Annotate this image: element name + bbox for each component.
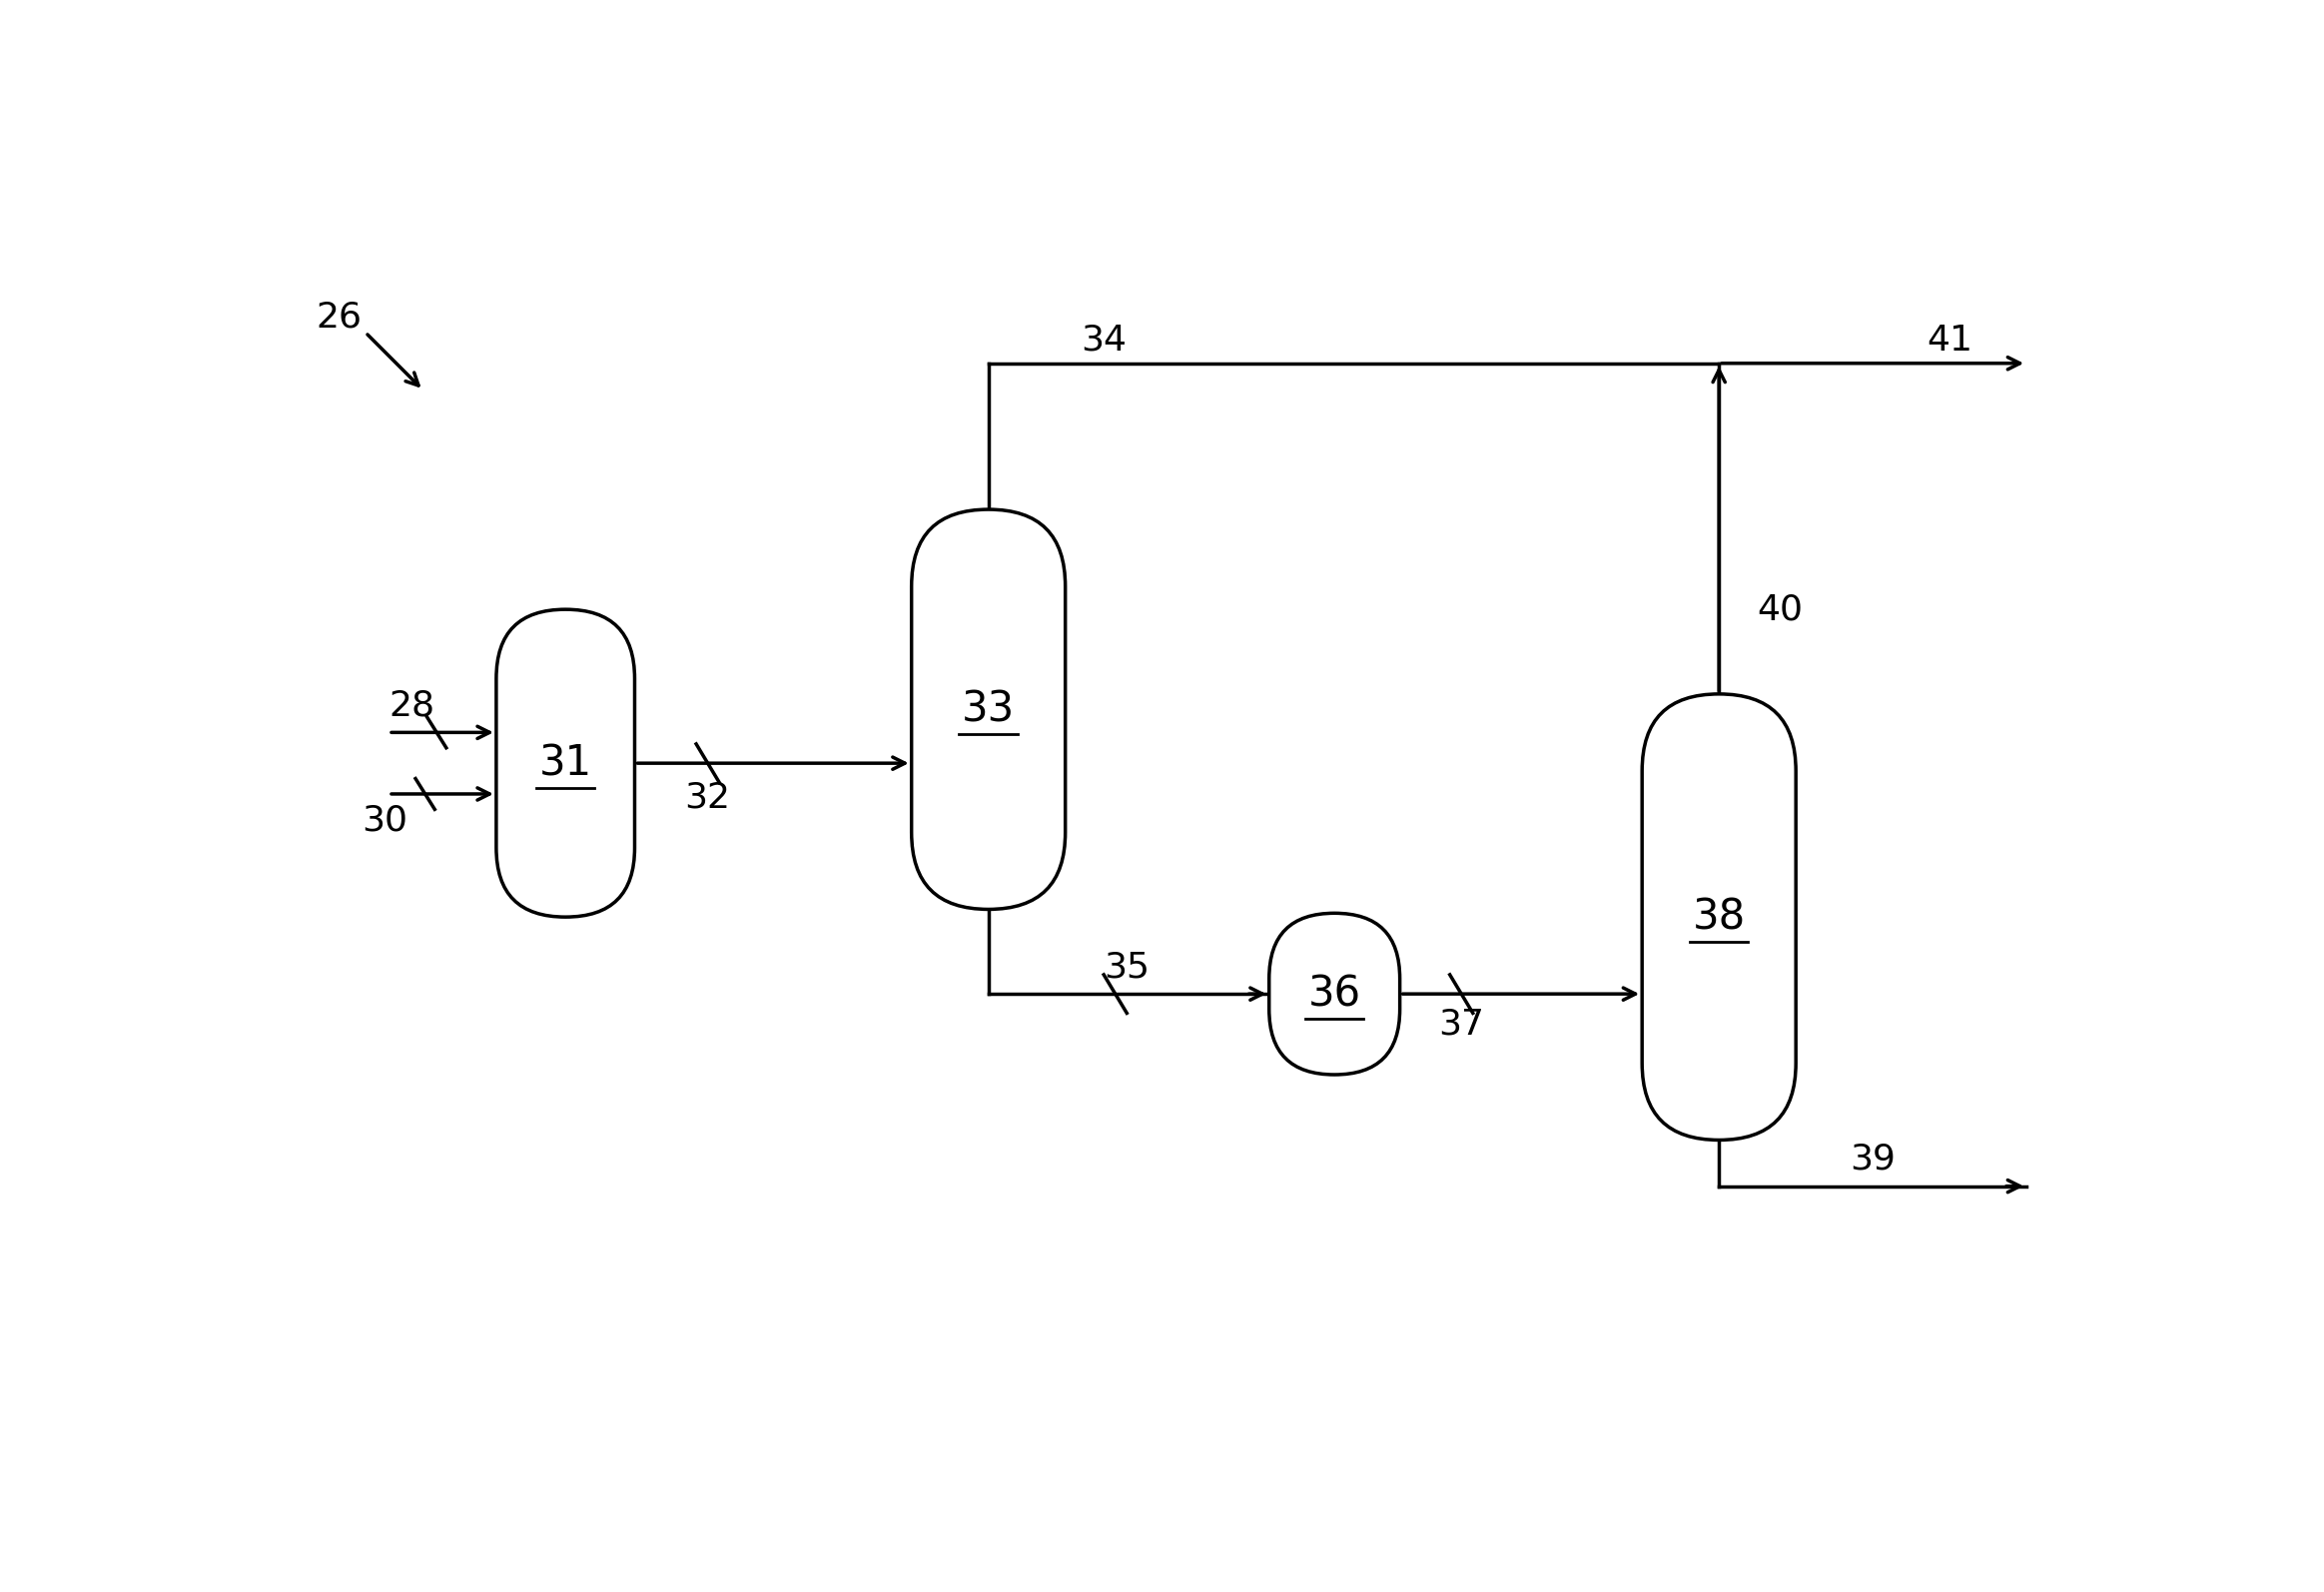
FancyBboxPatch shape — [911, 509, 1064, 909]
Text: 35: 35 — [1104, 950, 1150, 984]
Text: 28: 28 — [388, 689, 435, 723]
Text: 34: 34 — [1081, 323, 1127, 357]
Text: 32: 32 — [686, 780, 730, 815]
Text: 30: 30 — [363, 804, 407, 837]
Text: 38: 38 — [1692, 896, 1745, 938]
Text: 40: 40 — [1757, 592, 1803, 626]
Text: 41: 41 — [1927, 323, 1973, 357]
Text: 26: 26 — [316, 301, 363, 334]
FancyBboxPatch shape — [1643, 694, 1796, 1140]
FancyBboxPatch shape — [497, 610, 634, 917]
Text: 37: 37 — [1439, 1008, 1485, 1041]
Text: 31: 31 — [539, 742, 593, 785]
Text: 36: 36 — [1308, 973, 1362, 1014]
Text: 39: 39 — [1850, 1143, 1896, 1176]
FancyBboxPatch shape — [1269, 914, 1399, 1075]
Text: 33: 33 — [962, 688, 1016, 731]
